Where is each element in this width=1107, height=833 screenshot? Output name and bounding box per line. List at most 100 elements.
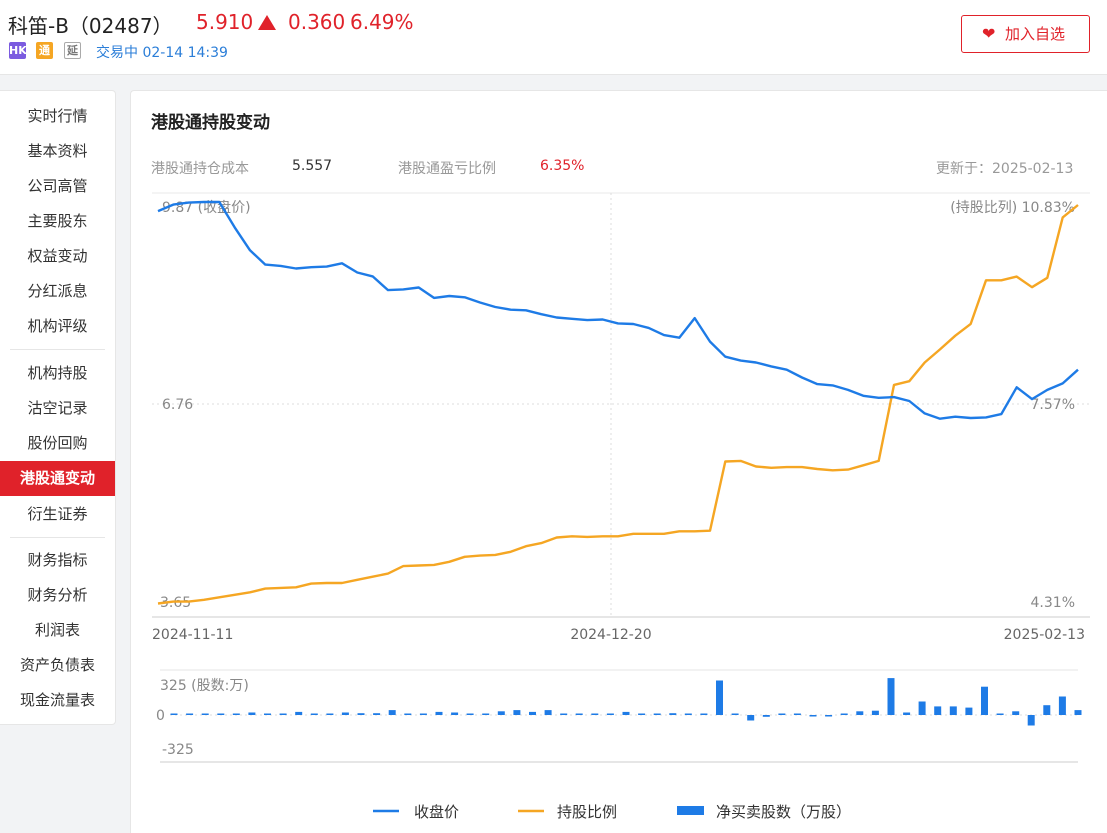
net-buy-bar	[778, 713, 786, 715]
bar-bottom-label: -325	[162, 742, 194, 758]
net-buy-bar	[529, 711, 536, 715]
close-price-line	[157, 200, 1079, 420]
bar-top-label: 325 (股数:万)	[160, 678, 249, 694]
net-buy-bar	[1074, 710, 1082, 715]
hk-market-badge: HK	[9, 42, 27, 59]
sidebar-item-stock-connect[interactable]: 港股通变动	[0, 461, 115, 496]
sidebar-item-income-statement[interactable]: 利润表	[34, 621, 80, 639]
net-buy-bar	[279, 713, 287, 715]
sidebar-item-short-selling[interactable]: 沽空记录	[27, 399, 88, 417]
net-buy-bar	[1012, 711, 1020, 715]
add-to-watchlist-label: 加入自选	[1005, 25, 1066, 43]
add-to-watchlist-button[interactable]: ❤ 加入自选	[961, 15, 1090, 53]
net-buy-bar	[497, 711, 505, 715]
net-buy-bar	[716, 680, 723, 715]
y-right-bottom-label: 4.31%	[1031, 595, 1075, 611]
net-buy-bar	[217, 713, 225, 715]
legend-price-label: 收盘价	[414, 803, 459, 821]
sidebar-item-basic-info[interactable]: 基本资料	[27, 142, 88, 160]
net-buy-bar	[373, 713, 381, 715]
net-buy-bar	[918, 701, 926, 715]
sidebar-item-dividends[interactable]: 分红派息	[27, 282, 88, 300]
net-buy-bar	[482, 713, 490, 715]
net-buy-bar	[996, 713, 1004, 715]
net-buy-bar	[638, 713, 646, 715]
net-buy-bar	[684, 713, 692, 715]
net-buy-bar	[388, 710, 396, 715]
legend-net-label: 净买卖股数（万股）	[716, 803, 851, 821]
sidebar-item-shareholders[interactable]: 主要股东	[27, 212, 88, 230]
x-label-start: 2024-11-11	[152, 627, 233, 643]
sidebar-item-executives[interactable]: 公司高管	[27, 177, 88, 195]
holding-cost-label: 港股通持仓成本	[151, 161, 249, 177]
net-buy-bar	[404, 713, 412, 715]
net-buy-bar	[186, 713, 194, 715]
sidebar-divider	[10, 537, 105, 538]
net-buy-bar	[264, 713, 271, 715]
net-buy-bar	[793, 713, 801, 715]
sidebar-item-ratings[interactable]: 机构评级	[27, 317, 88, 335]
y-left-bottom-label: 3.65	[160, 595, 191, 611]
net-buy-bar	[591, 713, 599, 715]
legend-ratio-label: 持股比例	[557, 803, 617, 821]
net-buy-bar	[248, 712, 256, 715]
y-left-mid-label: 6.76	[162, 397, 193, 413]
stock-name: 科笛-B（02487）	[8, 14, 173, 38]
net-buy-bar	[560, 713, 568, 715]
heart-icon: ❤	[982, 24, 996, 43]
sidebar-item-cash-flow[interactable]: 现金流量表	[19, 691, 95, 709]
sidebar-item-equity-change[interactable]: 权益变动	[27, 247, 88, 265]
panel-title: 港股通持股变动	[151, 113, 270, 133]
net-buy-bar	[747, 715, 755, 721]
trading-status: 交易中 02-14 14:39	[96, 45, 228, 61]
y-right-mid-label: 7.57%	[1031, 397, 1075, 413]
bar-zero-label: 0	[156, 708, 165, 724]
net-buy-bar	[871, 710, 879, 715]
sidebar-item-balance-sheet[interactable]: 资产负债表	[19, 656, 95, 674]
net-buy-bar	[451, 712, 459, 715]
stock-price: 5.910	[196, 10, 254, 34]
net-buy-bar	[887, 678, 895, 715]
net-buy-bar	[201, 713, 209, 715]
net-buy-bar	[341, 712, 349, 715]
sidebar-item-derivatives[interactable]: 衍生证券	[27, 505, 88, 523]
net-buy-bar	[1043, 705, 1051, 715]
profit-loss-label: 港股通盈亏比例	[398, 161, 496, 177]
net-buy-bar	[934, 706, 942, 715]
net-buy-bar	[310, 713, 318, 715]
x-label-mid: 2024-12-20	[570, 627, 651, 643]
sidebar-item-financial-analysis[interactable]: 财务分析	[27, 586, 88, 604]
holding-cost-value: 5.557	[292, 158, 333, 174]
profit-loss-value: 6.35%	[540, 158, 585, 174]
sidebar-item-financial-indicators[interactable]: 财务指标	[27, 551, 88, 569]
sidebar-item-institutional-holdings[interactable]: 机构持股	[27, 364, 88, 382]
y-right-top-label: (持股比列) 10.83%	[950, 200, 1075, 216]
net-buy-bar	[575, 713, 583, 715]
net-buy-bar	[357, 713, 365, 715]
net-buy-bar	[1027, 715, 1035, 726]
stock-connect-panel	[130, 90, 1107, 833]
net-buy-bar	[435, 711, 443, 715]
net-buy-bar	[295, 711, 303, 715]
net-buy-bar	[949, 706, 957, 715]
net-buy-bar	[825, 715, 833, 717]
net-buy-bar	[466, 713, 474, 715]
net-buy-bar	[700, 713, 708, 715]
net-buy-bar	[232, 713, 240, 715]
holding-ratio-line	[157, 204, 1079, 605]
net-buy-bar	[809, 715, 817, 717]
x-label-end: 2025-02-13	[1004, 627, 1085, 643]
net-buy-bar	[903, 712, 911, 715]
net-buy-bar	[762, 715, 770, 717]
stock-connect-badge: 通	[36, 42, 53, 59]
update-time: 更新于：2025-02-13	[936, 161, 1074, 177]
price-change-percent: 6.49%	[350, 10, 414, 34]
net-buy-bar	[653, 713, 661, 715]
sidebar-item-realtime[interactable]: 实时行情	[27, 107, 88, 125]
delayed-quote-badge: 延	[64, 42, 81, 59]
sidebar-divider	[10, 349, 105, 350]
sidebar-item-buyback[interactable]: 股份回购	[27, 434, 88, 452]
net-buy-bar	[513, 710, 521, 715]
net-buy-bar	[981, 686, 988, 715]
